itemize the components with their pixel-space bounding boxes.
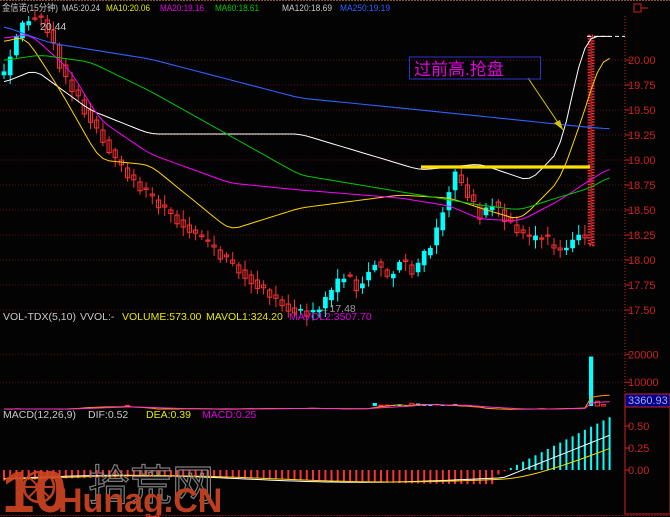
svg-text:过前高.抢盘: 过前高.抢盘 [414, 60, 504, 79]
svg-text:MA20:19.16: MA20:19.16 [160, 3, 204, 14]
svg-text:17.50: 17.50 [628, 305, 656, 317]
svg-text:0.50: 0.50 [628, 421, 649, 433]
svg-text:19.25: 19.25 [628, 130, 656, 142]
svg-text:17.75: 17.75 [628, 280, 656, 292]
svg-text:MACD:0.25: MACD:0.25 [202, 409, 256, 421]
svg-text:MA120:18.69: MA120:18.69 [282, 3, 332, 14]
svg-text:MAVOL2:3507.70: MAVOL2:3507.70 [289, 311, 372, 323]
svg-text:MA60:18.61: MA60:18.61 [215, 3, 259, 14]
svg-text:MA5:20.24: MA5:20.24 [62, 3, 101, 14]
svg-text:0.00: 0.00 [628, 465, 649, 477]
svg-text:20.44: 20.44 [40, 21, 66, 33]
svg-text:VOLUME:573.00: VOLUME:573.00 [122, 311, 202, 323]
svg-text:20000: 20000 [628, 349, 659, 361]
svg-text:10: 10 [2, 460, 67, 517]
svg-text:DIF:0.52: DIF:0.52 [88, 409, 128, 421]
svg-text:20.00: 20.00 [628, 55, 656, 67]
svg-text:VVOL:-: VVOL:- [80, 311, 115, 323]
svg-text:金信诺(15分钟): 金信诺(15分钟) [2, 2, 58, 14]
svg-text:18.75: 18.75 [628, 180, 656, 192]
svg-text:MA10:20.06: MA10:20.06 [106, 3, 150, 14]
svg-text:MA250:19.19: MA250:19.19 [340, 3, 390, 14]
svg-text:Hunag.CN: Hunag.CN [58, 482, 222, 517]
svg-text:10000: 10000 [628, 377, 659, 389]
svg-text:DEA:0.39: DEA:0.39 [146, 409, 191, 421]
svg-text:19.75: 19.75 [628, 80, 656, 92]
svg-text:19.50: 19.50 [628, 105, 656, 117]
svg-text:VOL-TDX(5,10): VOL-TDX(5,10) [3, 311, 76, 323]
svg-text:3360.93: 3360.93 [628, 395, 668, 407]
svg-text:19.00: 19.00 [628, 155, 656, 167]
svg-text:18.00: 18.00 [628, 255, 656, 267]
svg-text:0.25: 0.25 [628, 443, 649, 455]
svg-text:18.50: 18.50 [628, 205, 656, 217]
svg-text:MAVOL1:324.20: MAVOL1:324.20 [206, 311, 283, 323]
svg-text:18.25: 18.25 [628, 230, 656, 242]
svg-text:MACD(12,26,9): MACD(12,26,9) [3, 409, 76, 421]
